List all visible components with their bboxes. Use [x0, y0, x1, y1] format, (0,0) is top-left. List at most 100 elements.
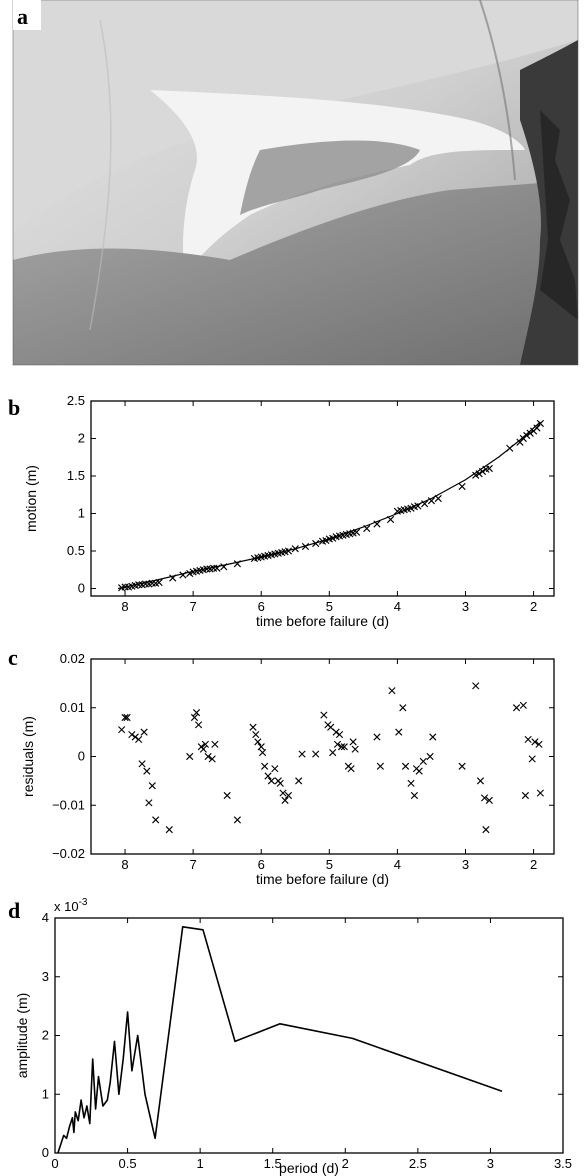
data-point: [141, 580, 150, 588]
y-tick-label: 1: [78, 506, 85, 521]
data-point: [512, 704, 521, 712]
x-tick-label: 4: [394, 857, 401, 872]
panel-a-label: a: [17, 4, 28, 29]
data-point: [312, 539, 320, 548]
x-tick-label: 3: [462, 857, 469, 872]
panel-c-y-axis-label: residuals (m): [20, 716, 36, 797]
data-point: [148, 579, 156, 587]
x-tick-label: 1.5: [264, 1156, 282, 1171]
data-point: [523, 431, 531, 440]
panel-d-y-multiplier: x 10-3: [54, 897, 88, 914]
data-point: [169, 574, 177, 582]
y-tick-label: 4: [42, 910, 49, 925]
data-point: [376, 762, 384, 770]
y-tick-label: 2.5: [67, 393, 85, 408]
data-point: [258, 749, 267, 757]
data-point: [320, 711, 328, 719]
data-point: [329, 749, 337, 757]
data-point: [145, 799, 153, 807]
panel-b-plot-area: [90, 400, 555, 597]
data-point: [254, 738, 262, 746]
panel-c-plot-area: [90, 658, 555, 855]
x-tick-label: 7: [190, 857, 197, 872]
data-point: [267, 777, 276, 785]
data-point: [472, 682, 480, 690]
panel-a-label-box: [13, 0, 41, 30]
data-point: [340, 743, 348, 751]
x-tick-label: 3: [487, 1156, 494, 1171]
data-point: [526, 429, 534, 437]
panel-c-x-axis-label: time before failure (d): [256, 871, 389, 887]
data-point: [249, 723, 257, 731]
data-point: [276, 779, 284, 787]
panel-b-label: b: [8, 395, 20, 420]
x-tick-label: 1: [197, 1156, 204, 1171]
data-point: [284, 547, 293, 555]
data-point: [165, 826, 173, 834]
data-point: [531, 738, 539, 746]
data-point: [257, 743, 265, 751]
data-point: [332, 728, 340, 736]
y-tick-label: 0.01: [60, 700, 85, 715]
data-point: [220, 563, 228, 571]
data-point: [179, 571, 187, 579]
y-tick-label: 1: [42, 1086, 49, 1101]
panel-b-y-axis-label: motion (m): [23, 465, 39, 532]
data-point: [203, 565, 211, 573]
data-point: [261, 762, 269, 770]
data-point: [199, 745, 207, 753]
x-tick-label: 2: [530, 857, 537, 872]
y-tick-label: 2: [78, 431, 85, 446]
x-tick-label: 8: [121, 599, 128, 614]
y-tick-label: 0: [78, 749, 85, 764]
data-point: [148, 782, 156, 790]
y-tick-label: 1.5: [67, 468, 85, 483]
x-tick-label: 3.5: [554, 1156, 572, 1171]
data-point: [138, 760, 146, 768]
data-point: [337, 743, 346, 751]
y-tick-label: −0.01: [52, 797, 85, 812]
x-tick-label: 2: [342, 1156, 349, 1171]
data-point: [347, 765, 355, 773]
data-point: [399, 704, 407, 712]
data-point: [118, 726, 126, 734]
x-tick-label: 8: [121, 857, 128, 872]
data-point: [143, 767, 151, 775]
data-point: [388, 687, 396, 695]
data-point: [458, 762, 466, 770]
y-tick-label: 0: [42, 1145, 49, 1160]
data-point: [335, 730, 344, 739]
panel-b-chart: b 8 7 6 5 4 3 2 0 0.5 1 1.5 2 2.5 time before failur…: [8, 393, 555, 629]
data-point: [264, 772, 272, 780]
data-point: [155, 578, 163, 587]
data-point: [121, 583, 129, 591]
data-point: [524, 735, 532, 744]
y-tick-label: 2: [42, 1028, 49, 1043]
y-tick-label: −0.02: [52, 846, 85, 861]
panel-d-plot-area: [54, 917, 564, 1154]
data-point: [152, 816, 160, 824]
data-point: [521, 791, 529, 800]
data-point: [279, 789, 287, 797]
data-point: [271, 765, 279, 773]
x-tick-label: 2.5: [409, 1156, 427, 1171]
data-point: [312, 750, 320, 758]
data-point: [426, 752, 434, 761]
x-tick-label: 0.5: [119, 1156, 137, 1171]
panel-c-chart: c 8 7 6 5 4 3 2 −0.02 −0.01 0 0.01 0.02 time before…: [8, 645, 555, 887]
data-point: [349, 738, 357, 746]
data-point: [298, 750, 306, 758]
data-point: [301, 542, 310, 551]
data-point: [401, 762, 410, 770]
data-point: [123, 713, 131, 722]
amplitude-line: [57, 926, 503, 1154]
data-point: [476, 777, 485, 785]
data-point: [233, 816, 241, 824]
data-point: [535, 740, 543, 748]
data-point: [482, 826, 490, 834]
data-point: [478, 467, 487, 476]
data-point: [284, 791, 293, 800]
y-tick-label: 0.02: [60, 651, 85, 666]
panel-d-y-axis-label: amplitude (m): [14, 993, 30, 1079]
